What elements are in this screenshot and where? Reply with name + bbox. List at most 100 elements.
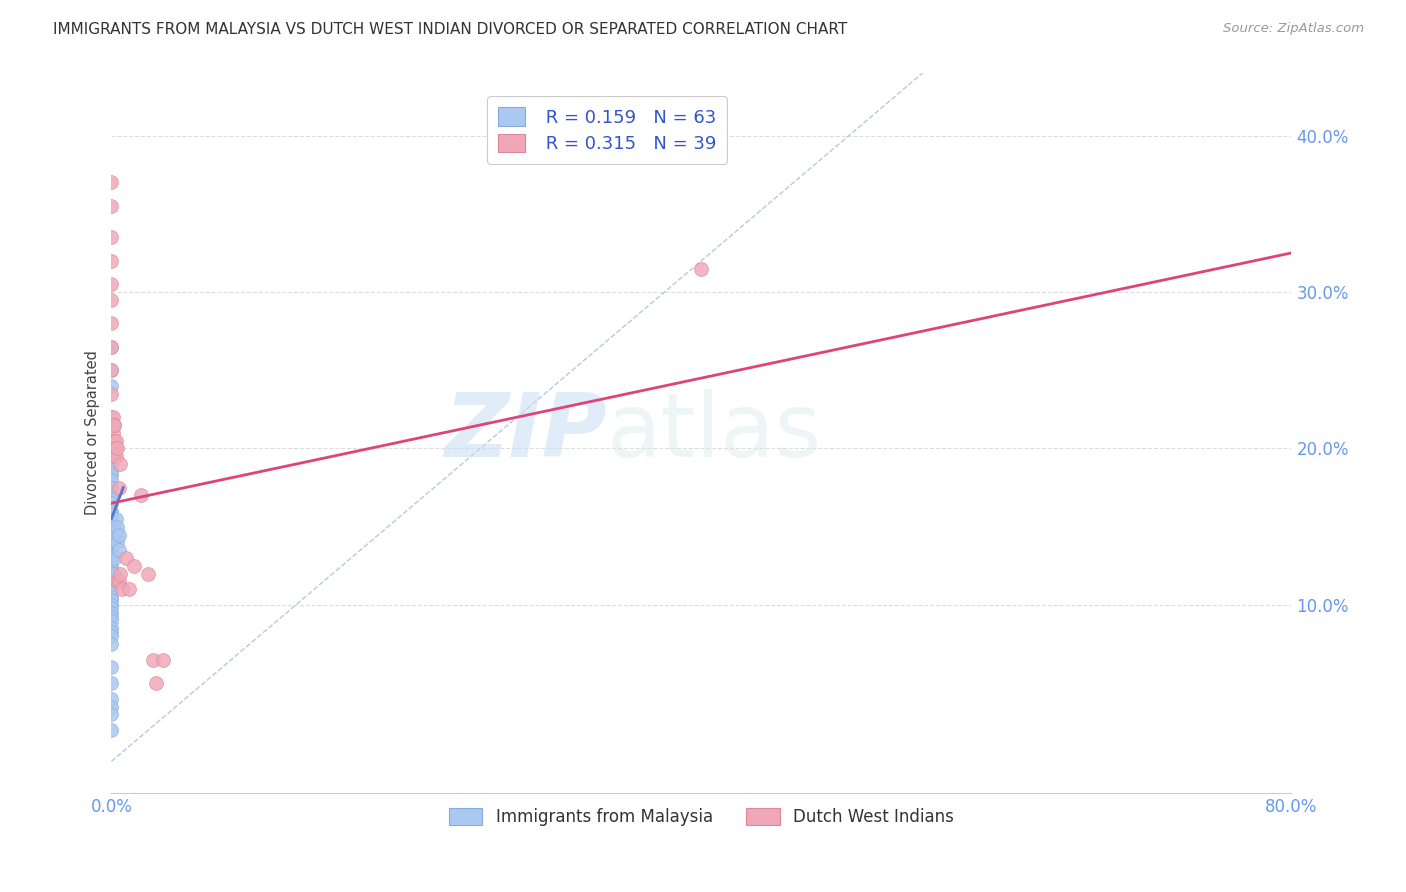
Point	[105, 535, 128, 549]
Point	[100, 610, 122, 624]
Point	[122, 558, 145, 573]
Point	[100, 442, 122, 456]
Point	[100, 660, 122, 674]
Point	[100, 723, 122, 737]
Legend: Immigrants from Malaysia, Dutch West Indians: Immigrants from Malaysia, Dutch West Ind…	[440, 800, 962, 835]
Point	[107, 481, 129, 495]
Point	[103, 566, 125, 581]
Point	[107, 543, 129, 558]
Point	[100, 532, 122, 546]
Point	[100, 637, 122, 651]
Point	[129, 488, 152, 502]
Point	[100, 566, 122, 581]
Text: IMMIGRANTS FROM MALAYSIA VS DUTCH WEST INDIAN DIVORCED OR SEPARATED CORRELATION : IMMIGRANTS FROM MALAYSIA VS DUTCH WEST I…	[53, 22, 848, 37]
Point	[100, 570, 122, 584]
Point	[100, 199, 122, 213]
Point	[100, 512, 122, 526]
Point	[100, 293, 122, 307]
Text: atlas: atlas	[607, 389, 823, 476]
Point	[100, 554, 122, 568]
Point	[100, 707, 122, 722]
Point	[100, 676, 122, 690]
Point	[100, 614, 122, 628]
Point	[100, 363, 122, 377]
Point	[100, 629, 122, 643]
Point	[100, 551, 122, 566]
Point	[100, 230, 122, 244]
Point	[100, 527, 122, 541]
Point	[100, 277, 122, 292]
Point	[105, 574, 128, 589]
Point	[100, 386, 122, 401]
Point	[101, 410, 124, 425]
Point	[107, 574, 129, 589]
Point	[100, 379, 122, 393]
Point	[100, 574, 122, 589]
Point	[100, 543, 122, 558]
Point	[103, 551, 125, 566]
Text: ZIP: ZIP	[444, 389, 607, 476]
Point	[103, 450, 125, 464]
Point	[103, 417, 125, 432]
Point	[100, 515, 122, 529]
Point	[100, 481, 122, 495]
Point	[100, 523, 122, 537]
Point	[111, 582, 134, 597]
Point	[103, 519, 125, 533]
Point	[100, 450, 122, 464]
Point	[110, 566, 132, 581]
Point	[100, 558, 122, 573]
Point	[104, 450, 127, 464]
Point	[100, 579, 122, 593]
Point	[100, 691, 122, 706]
Point	[100, 488, 122, 502]
Point	[100, 590, 122, 604]
Point	[100, 535, 122, 549]
Point	[104, 512, 127, 526]
Point	[100, 539, 122, 553]
Point	[118, 582, 141, 597]
Point	[100, 519, 122, 533]
Point	[136, 566, 159, 581]
Point	[100, 621, 122, 635]
Point	[100, 410, 122, 425]
Point	[100, 457, 122, 471]
Point	[105, 442, 128, 456]
Point	[100, 564, 122, 578]
Point	[100, 593, 122, 607]
Point	[100, 496, 122, 510]
Point	[103, 417, 125, 432]
Point	[103, 434, 125, 448]
Point	[101, 425, 124, 440]
Point	[107, 527, 129, 541]
Point	[100, 473, 122, 487]
Point	[101, 434, 124, 448]
Point	[145, 676, 167, 690]
Point	[101, 442, 124, 456]
Point	[100, 601, 122, 615]
Point	[100, 585, 122, 599]
Point	[100, 176, 122, 190]
Point	[100, 598, 122, 612]
Point	[100, 582, 122, 597]
Point	[100, 507, 122, 521]
Point	[100, 340, 122, 354]
Point	[103, 434, 125, 448]
Point	[100, 363, 122, 377]
Point	[105, 519, 128, 533]
Point	[100, 546, 122, 560]
Point	[100, 340, 122, 354]
Point	[100, 606, 122, 620]
Point	[104, 434, 127, 448]
Point	[690, 261, 713, 276]
Point	[100, 465, 122, 479]
Point	[152, 653, 174, 667]
Point	[100, 253, 122, 268]
Point	[101, 417, 124, 432]
Point	[100, 316, 122, 330]
Text: Source: ZipAtlas.com: Source: ZipAtlas.com	[1223, 22, 1364, 36]
Point	[104, 442, 127, 456]
Point	[103, 535, 125, 549]
Point	[100, 491, 122, 506]
Point	[104, 527, 127, 541]
